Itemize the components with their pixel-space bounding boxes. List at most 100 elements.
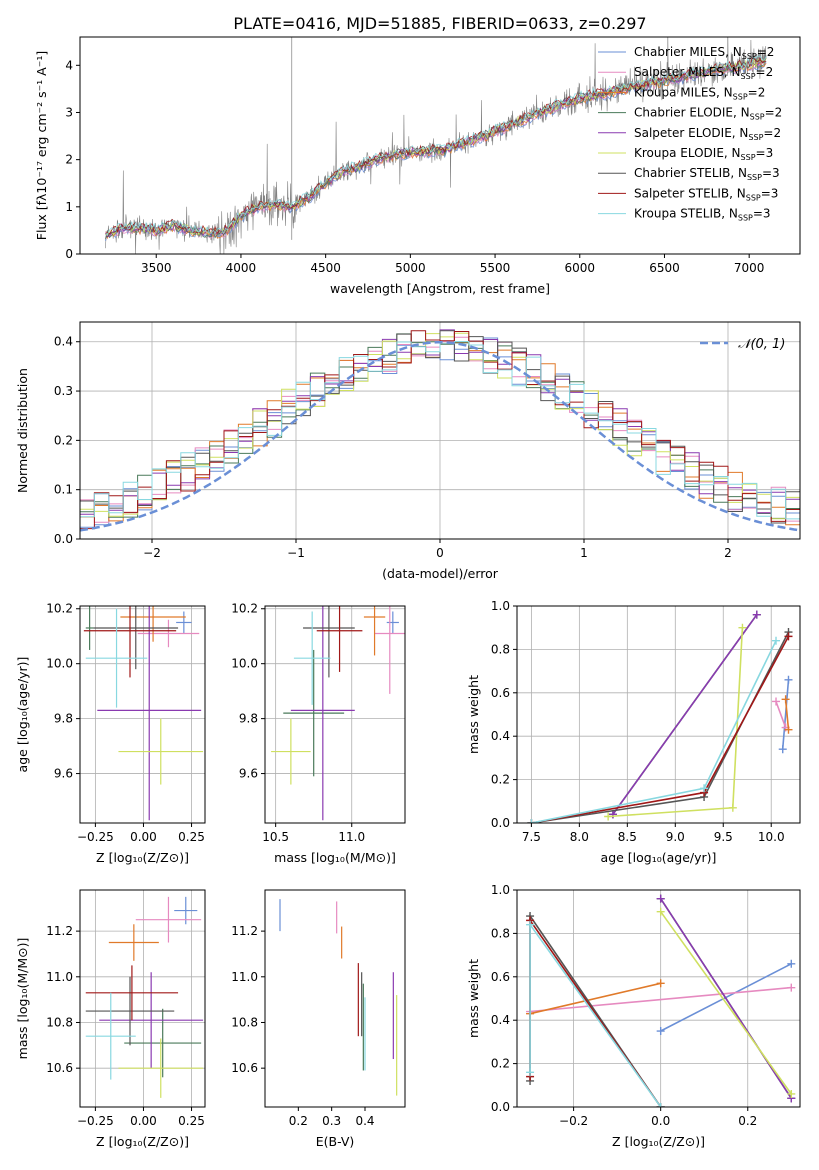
x-tick-label: 5000	[395, 261, 426, 275]
age_vs_Z-frame	[79, 605, 206, 824]
errorbar-point	[124, 1008, 202, 1078]
errorbar-point	[118, 1038, 204, 1098]
weight-marker	[784, 725, 793, 734]
x-tick-label: 9.5	[714, 830, 733, 844]
model-line	[105, 61, 767, 240]
mass_vs_ebv-panel: 0.2 0.3 0.4 10.6 10.8 11.0 11.2 E(B-V)	[231, 889, 406, 1149]
y-tick-label: 9.8	[54, 712, 73, 726]
weight-marker	[787, 959, 796, 968]
weight-line	[529, 922, 662, 1107]
x-axis-label: wavelength [Angstrom, rest frame]	[330, 281, 550, 296]
y-tick-label: 10.8	[46, 1015, 73, 1029]
legend-entry: 𝒩(0, 1)	[738, 337, 785, 352]
x-tick-label: 6500	[649, 261, 680, 275]
residual-histogram	[80, 337, 800, 528]
legend-entry: Chabrier MILES, NSSP=2	[634, 45, 774, 61]
normal-curve	[80, 340, 798, 532]
x-tick-label: 0.3	[322, 1114, 341, 1128]
residuals-plot-area	[80, 322, 800, 539]
weight-line	[781, 679, 790, 750]
y-tick-label: 0.4	[491, 729, 510, 743]
x-tick-label: −2	[143, 546, 161, 560]
weight-marker	[526, 920, 535, 929]
y-tick-label: 11.2	[231, 924, 258, 938]
weight-marker	[604, 812, 613, 821]
y-tick-label: 10.0	[231, 657, 258, 671]
age_vs_mass-plot-area	[265, 606, 405, 823]
weight-line	[660, 911, 792, 1095]
mass_vs_Z-panel: −0.25 0.00 0.25 10.6 10.8 11.0 11.2 Z [log₁₀(Z/…	[15, 889, 206, 1149]
weight-line	[612, 614, 758, 815]
y-tick-label: 10.6	[46, 1061, 73, 1075]
errorbar-point	[85, 976, 175, 1046]
y-tick-label: 10.2	[231, 602, 258, 616]
y-tick-label: 10.0	[46, 657, 73, 671]
y-tick-label: 0.6	[491, 686, 510, 700]
residuals-panel: 𝒩(0, 1) −2 −1 0 1 2 0.0 0.1 0.2 0.3 0.4 (data-model…	[15, 321, 801, 581]
model-line	[105, 55, 767, 238]
errorbar-point	[303, 606, 355, 678]
residual-legend: 𝒩(0, 1)	[700, 337, 785, 352]
x-tick-label: 7.5	[522, 830, 541, 844]
legend-entry: Chabrier STELIB, NSSP=3	[634, 166, 780, 182]
weight-line	[784, 699, 790, 730]
x-tick-label: 0.00	[130, 830, 157, 844]
weight-marker	[656, 907, 665, 916]
weight-marker	[784, 632, 793, 641]
spectrum-frame	[79, 36, 801, 255]
weight-marker	[608, 810, 617, 819]
x-tick-label: 0.4	[355, 1114, 374, 1128]
errorbar-point	[271, 718, 311, 785]
y-tick-label: 1	[65, 200, 73, 214]
y-tick-label: 2	[65, 153, 73, 167]
y-tick-label: 4	[65, 58, 73, 72]
x-tick-label: −1	[287, 546, 305, 560]
errorbar-point	[93, 606, 179, 670]
x-tick-label: −0.25	[77, 1114, 114, 1128]
y-tick-label: 10.8	[231, 1015, 258, 1029]
y-tick-label: 0	[65, 247, 73, 261]
weight_vs_Z-panel: −0.2 0.0 0.2 0.0 0.2 0.4 0.6 0.8 1.0 Z [log₁₀(Z/Z…	[466, 883, 801, 1149]
y-tick-label: 0.2	[491, 773, 510, 787]
weight-marker	[526, 1068, 535, 1077]
x-axis-label: E(B-V)	[316, 1134, 355, 1149]
mass_vs_ebv-plot-area	[279, 899, 398, 1096]
age_vs_mass-frame	[264, 605, 406, 824]
y-axis-label: Flux [fλ10⁻¹⁷ erg cm⁻² s⁻¹ A⁻¹]	[34, 51, 49, 240]
y-axis-label: mass weight	[466, 959, 481, 1038]
legend-entry: Salpeter MILES, NSSP=2	[634, 65, 773, 81]
x-tick-label: 0.25	[178, 830, 205, 844]
model-line	[105, 55, 767, 236]
weight-marker	[656, 979, 665, 988]
weight-marker	[700, 784, 709, 793]
spectrum-plot-area	[105, 37, 767, 254]
age_vs_mass-panel: 10.5 11.0 9.6 9.8 10.0 10.2 mass [log₁₀(M/M⊙)]	[231, 602, 406, 865]
x-tick-label: 7000	[734, 261, 765, 275]
weight-marker	[656, 894, 665, 903]
x-tick-label: 0	[436, 546, 444, 560]
y-tick-label: 0.0	[491, 816, 510, 830]
weight-line	[775, 701, 787, 728]
weight_vs_age-plot-area	[517, 606, 800, 823]
x-tick-label: −0.25	[77, 830, 114, 844]
y-axis-label: mass [log₁₀(M/M⊙)]	[15, 938, 30, 1060]
x-tick-label: 5500	[480, 261, 511, 275]
errorbar-point	[137, 619, 200, 648]
x-tick-label: 0.2	[738, 1114, 757, 1128]
residual-histogram	[80, 330, 800, 530]
legend-entry: Chabrier ELODIE, NSSP=2	[634, 106, 782, 122]
x-axis-label: Z [log₁₀(Z/Z⊙)]	[612, 1134, 705, 1149]
x-tick-label: −0.2	[559, 1114, 588, 1128]
x-tick-label: 3500	[141, 261, 172, 275]
weight_vs_age-frame	[516, 605, 801, 824]
errorbar-point	[293, 611, 331, 705]
y-tick-label: 3	[65, 105, 73, 119]
errorbar-point	[283, 649, 345, 777]
y-tick-label: 10.2	[46, 602, 73, 616]
errorbar-point	[135, 896, 202, 943]
legend-entry: Kroupa STELIB, NSSP=3	[634, 207, 771, 223]
weight-marker	[787, 983, 796, 992]
x-tick-label: 4000	[226, 261, 257, 275]
y-tick-label: 0.8	[491, 642, 510, 656]
x-tick-label: 0.00	[130, 1114, 157, 1128]
